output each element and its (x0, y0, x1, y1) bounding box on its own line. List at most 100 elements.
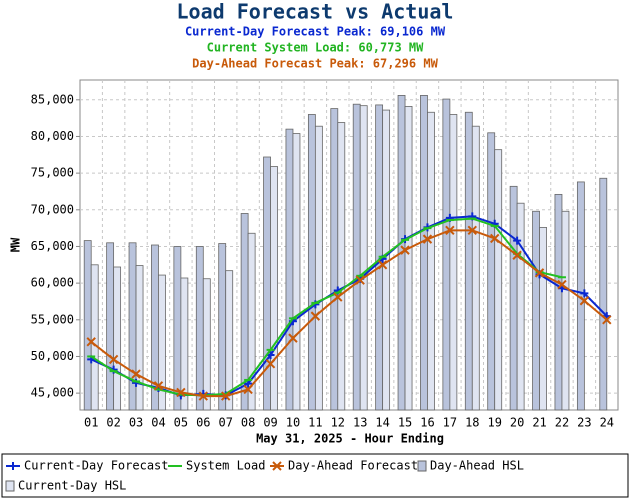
marker (512, 250, 522, 260)
marker (422, 234, 433, 244)
legend-label: Day-Ahead HSL (430, 459, 524, 473)
bar (128, 242, 137, 411)
bar (427, 111, 435, 411)
y-tick-label: 50,000 (31, 349, 74, 363)
marker (513, 236, 522, 245)
bar (292, 133, 301, 411)
bar (202, 278, 211, 411)
bar (307, 114, 316, 411)
bar (561, 210, 570, 411)
bar (270, 166, 278, 411)
bar (83, 240, 92, 411)
bar (404, 106, 413, 411)
bar (449, 114, 458, 411)
x-tick-label: 23 (577, 416, 591, 430)
x-tick-label: 20 (510, 416, 524, 430)
bar (539, 226, 547, 411)
marker (490, 233, 500, 244)
line (90, 217, 563, 397)
x-tick-label: 02 (106, 416, 120, 430)
x-axis-label: May 31, 2025 - Hour Ending (256, 432, 444, 446)
marker (534, 268, 545, 278)
x-tick-label: 22 (555, 416, 569, 430)
legend-swatch (5, 480, 15, 492)
subtitle: Day-Ahead Forecast Peak: 67,296 MW (192, 57, 438, 71)
marker (198, 391, 208, 401)
x-tick-label: 09 (263, 416, 277, 430)
marker (221, 391, 231, 401)
x-tick-label: 04 (151, 416, 165, 430)
x-tick-label: 13 (353, 416, 367, 430)
legend-marker (272, 461, 282, 471)
marker (86, 337, 96, 347)
marker (288, 333, 298, 343)
bar (442, 98, 451, 411)
y-axis-label: MW (9, 237, 23, 252)
marker (602, 315, 612, 325)
bar (113, 266, 122, 411)
marker (131, 369, 141, 379)
bar (330, 108, 339, 411)
chart-title: Load Forecast vs Actual (177, 0, 454, 24)
subtitle: Current System Load: 60,773 MW (207, 41, 425, 55)
marker (176, 387, 186, 398)
y-tick-label: 85,000 (31, 92, 74, 106)
legend-box (1, 453, 629, 498)
x-tick-label: 24 (600, 416, 614, 430)
legend-label: System Load (186, 459, 265, 473)
marker (377, 260, 388, 270)
bar (359, 105, 368, 411)
marker (310, 311, 321, 321)
bar (173, 246, 182, 411)
bar (516, 202, 525, 411)
x-tick-label: 06 (196, 416, 210, 430)
marker (355, 275, 365, 285)
bar (509, 185, 518, 411)
x-tick-label: 07 (218, 416, 232, 430)
y-tick-label: 60,000 (31, 276, 74, 290)
bar (337, 122, 346, 411)
marker (580, 289, 589, 298)
y-tick-label: 65,000 (31, 239, 74, 253)
y-tick-label: 45,000 (31, 386, 74, 400)
bar (106, 242, 115, 411)
x-tick-label: 18 (465, 416, 479, 430)
marker (243, 384, 253, 395)
marker (445, 225, 455, 236)
marker (400, 245, 410, 255)
legend-label: Current-Day Forecast (24, 459, 169, 473)
x-tick-label: 14 (375, 416, 389, 430)
bar (180, 277, 189, 411)
y-tick-label: 70,000 (31, 202, 74, 216)
bar (135, 265, 144, 411)
x-tick-label: 01 (84, 416, 98, 430)
legend-label: Current-Day HSL (18, 479, 126, 493)
legend-swatch (417, 460, 427, 472)
marker (108, 354, 119, 365)
bar (195, 246, 204, 411)
bar (352, 103, 361, 411)
y-tick-label: 55,000 (31, 312, 74, 326)
legend-marker (9, 462, 17, 470)
subtitle: Current-Day Forecast Peak: 69,106 MW (185, 25, 446, 39)
bar (285, 128, 294, 411)
marker (557, 279, 567, 290)
marker (265, 359, 276, 369)
bar (487, 132, 496, 411)
marker (333, 292, 343, 302)
x-tick-label: 11 (308, 416, 322, 430)
bar (532, 210, 540, 411)
bar (420, 95, 428, 411)
legend-label: Day-Ahead Forecast (288, 459, 418, 473)
marker (579, 296, 590, 306)
x-tick-label: 15 (398, 416, 412, 430)
bar (218, 243, 227, 411)
bar (471, 125, 480, 411)
y-tick-label: 75,000 (31, 166, 74, 180)
x-tick-label: 19 (487, 416, 501, 430)
bar (314, 125, 323, 411)
x-tick-label: 16 (420, 416, 434, 430)
marker (153, 381, 164, 391)
marker (467, 225, 477, 236)
x-tick-label: 17 (443, 416, 457, 430)
